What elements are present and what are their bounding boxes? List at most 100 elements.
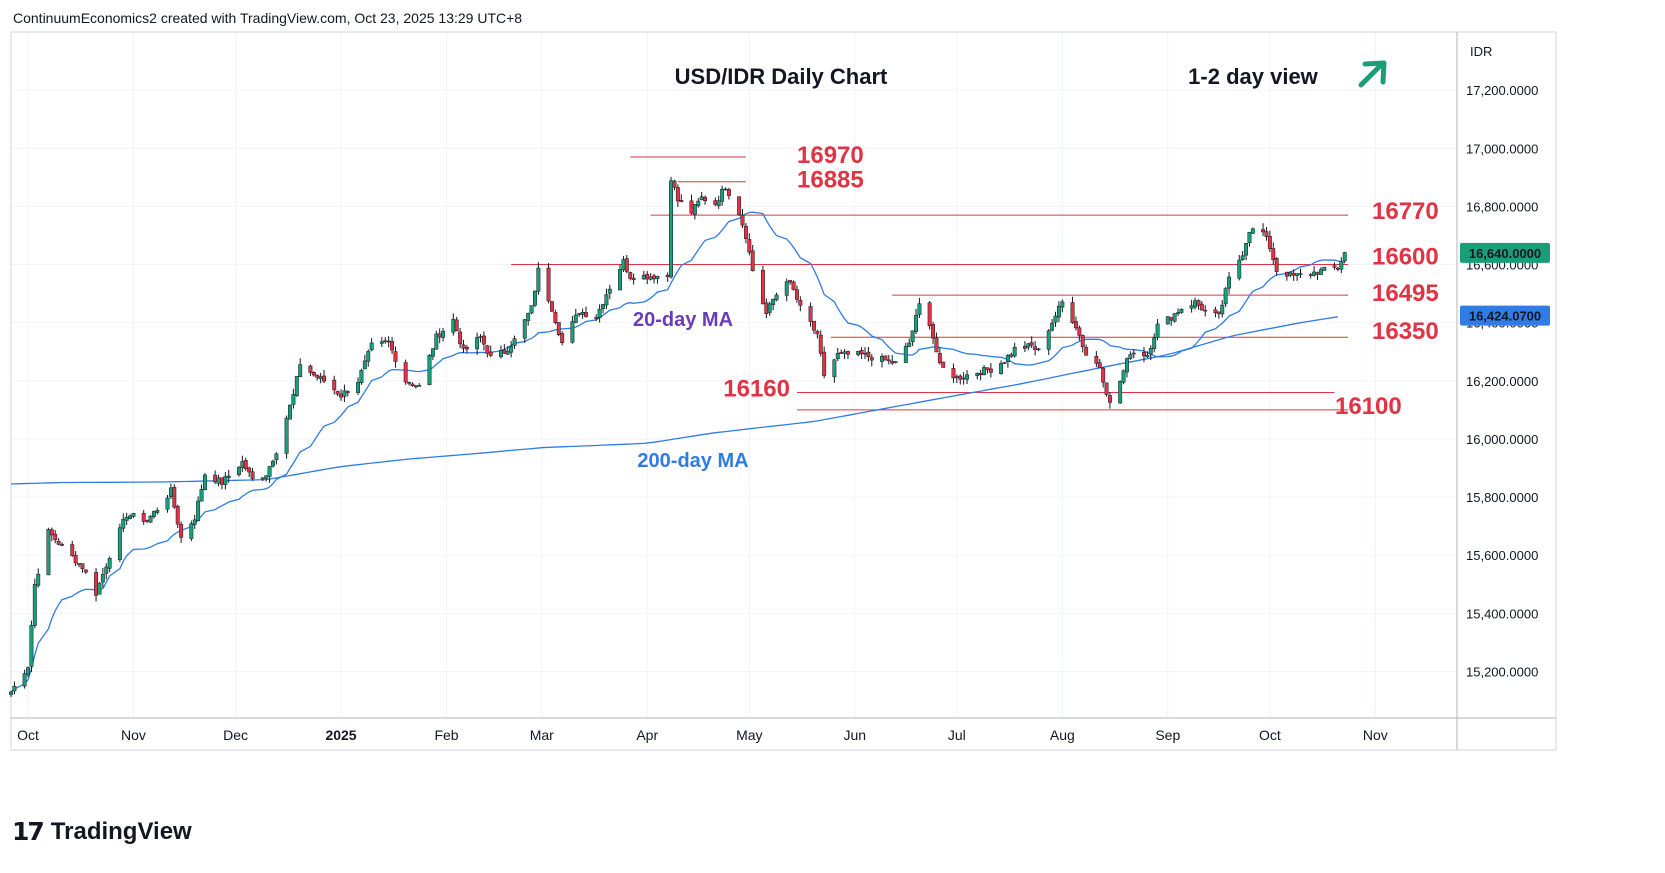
candle-body (985, 367, 990, 371)
candle-body (1033, 346, 1038, 350)
candle-body (856, 350, 861, 356)
candle-body (441, 330, 446, 338)
candle-body (117, 527, 122, 560)
candle-body (672, 180, 677, 188)
price-axis[interactable]: 15,200.0000 15,400.0000 15,600.0000 15,800.… (1466, 83, 1538, 679)
candle (815, 329, 820, 339)
candle-body (965, 374, 970, 380)
candle-body (958, 375, 963, 380)
candle (1244, 243, 1249, 261)
candle (386, 336, 391, 348)
candle (808, 302, 813, 327)
candle (179, 521, 184, 543)
grid (11, 32, 1457, 718)
price-badge-bg (1460, 242, 1550, 263)
candle-body (94, 572, 99, 596)
candle (1179, 308, 1184, 314)
candle-body (601, 304, 605, 309)
time-axis[interactable]: Oct Nov Dec 2025 Feb Mar Apr May Jun Jul Aug Sep Oct… (17, 727, 1388, 743)
candle-body (427, 355, 432, 386)
candle (427, 354, 432, 386)
ma200-label: 200-day MA (637, 450, 748, 472)
candle (880, 353, 884, 368)
candle (464, 344, 469, 354)
candle-body (927, 302, 932, 327)
candle (485, 345, 490, 358)
candle-body (1199, 303, 1204, 311)
candle-body (597, 308, 602, 318)
candle-body (750, 250, 755, 272)
candle (747, 233, 752, 256)
candle (1203, 305, 1208, 317)
candle-body (1026, 343, 1031, 348)
candle (335, 390, 340, 397)
candle-body (1220, 304, 1225, 315)
candle-body (624, 258, 629, 272)
candle-body (815, 331, 820, 335)
candle-body (60, 544, 64, 546)
chart-frame (10, 31, 1557, 751)
candle (454, 316, 459, 332)
candle (907, 338, 912, 347)
time-tick-label: Nov (1363, 727, 1388, 743)
candle (288, 404, 292, 420)
candle (1335, 266, 1340, 272)
candle-body (53, 533, 58, 541)
candle (291, 388, 296, 409)
candle (648, 273, 653, 281)
candle-body (665, 274, 670, 278)
level-label: 16970 (797, 142, 864, 169)
candle-body (478, 336, 483, 338)
candle (893, 361, 898, 364)
time-tick-label: Oct (17, 727, 39, 743)
candle-body (417, 385, 422, 387)
candle-body (910, 330, 915, 343)
moving-averages (10, 211, 1345, 693)
candle-body (379, 341, 384, 344)
candle (189, 520, 194, 542)
candle (1342, 251, 1347, 264)
candle (247, 466, 252, 478)
candle-body (883, 355, 888, 361)
candle-body (100, 573, 105, 583)
candle-body (1172, 313, 1177, 322)
candle (441, 328, 446, 342)
candle (104, 563, 109, 580)
candle (369, 338, 374, 352)
candle (1060, 299, 1065, 313)
candle (1176, 308, 1180, 317)
candle-body (1247, 231, 1252, 243)
candle (1070, 296, 1075, 324)
candle-body (1165, 316, 1170, 325)
tradingview-logo[interactable]: 17 TradingView (12, 817, 192, 846)
candle (597, 304, 602, 323)
candle-body (151, 511, 156, 517)
candle-body (1050, 322, 1055, 331)
candle-body (669, 180, 674, 278)
candle (1056, 301, 1061, 323)
candle (478, 334, 483, 343)
candle (607, 284, 612, 300)
candle-body (631, 277, 636, 280)
candle (322, 369, 326, 384)
candle-body (498, 350, 503, 358)
candle (29, 620, 34, 673)
candle (461, 339, 466, 353)
price-tick-label: 15,600.0000 (1466, 548, 1538, 563)
candle (1169, 317, 1174, 326)
candle (243, 457, 248, 472)
candle-body (165, 497, 170, 510)
candle-body (1176, 312, 1180, 314)
candle-body (202, 474, 207, 490)
candle-body (570, 321, 575, 343)
price-badge-text: 16,424.0700 (1469, 309, 1541, 324)
candle (760, 265, 765, 305)
candle (1128, 351, 1133, 360)
candle (883, 355, 888, 361)
candle-body (771, 298, 776, 305)
candle (12, 681, 17, 695)
candle-body (1261, 229, 1266, 233)
candle (356, 377, 360, 395)
